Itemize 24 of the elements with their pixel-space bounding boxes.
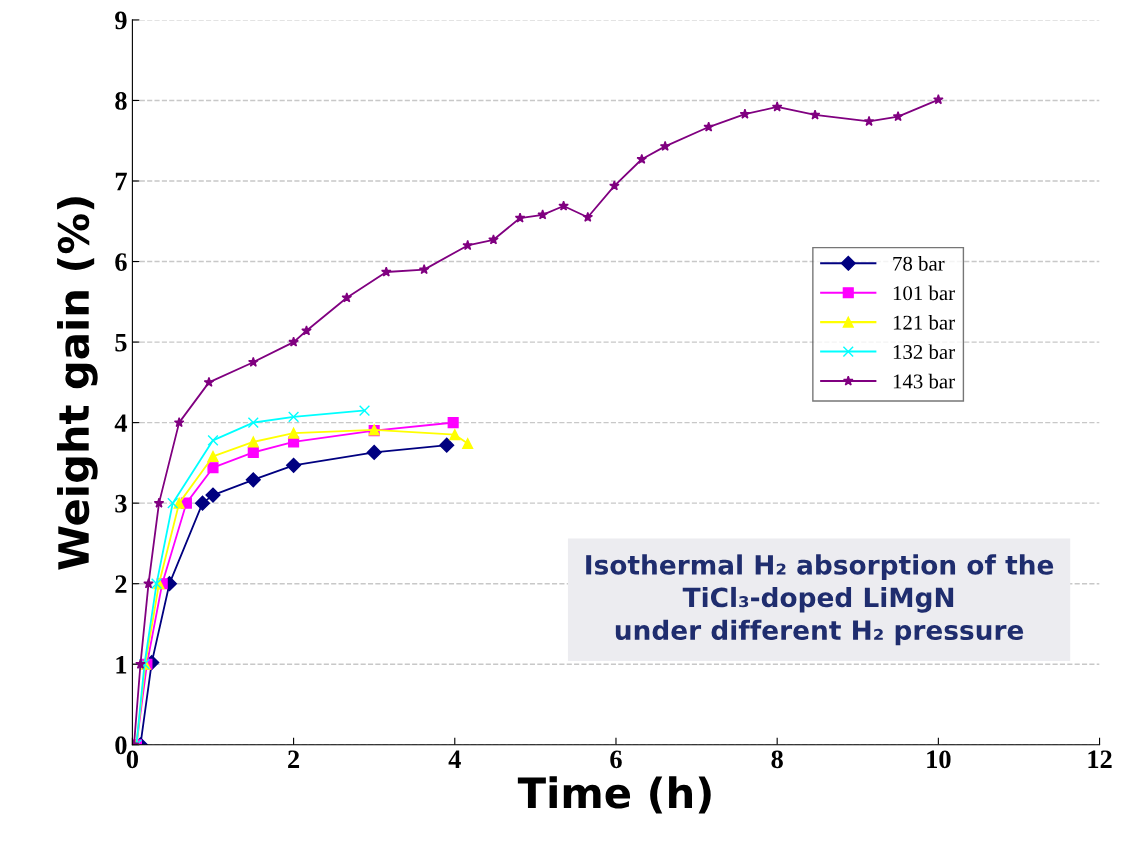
- legend-label: 78 bar: [893, 256, 945, 271]
- y-tick-label: 6: [115, 253, 127, 271]
- x-tick-label: 12: [1088, 750, 1112, 768]
- x-axis-title: Time (h): [517, 776, 711, 814]
- annotation: Isothermal H₂ absorption of the TiCl₃-doped LiMgN under different H₂ pressure: [586, 554, 1054, 646]
- legend-label: 143 bar: [893, 373, 955, 389]
- y-tick-label: 5: [115, 333, 127, 352]
- y-tick-label: 8: [115, 92, 127, 110]
- y-tick-label: 1: [116, 655, 127, 674]
- y-tick-label: 9: [115, 11, 127, 30]
- legend-label: 101 bar: [893, 285, 955, 301]
- y-tick-label: 7: [115, 172, 127, 191]
- x-tick-label: 10: [927, 750, 951, 769]
- y-tick-label: 3: [115, 494, 127, 513]
- y-tick-label: 2: [115, 575, 127, 593]
- x-tick-label: 6: [610, 750, 622, 769]
- x-tick-label: 8: [771, 750, 783, 769]
- y-tick-label: 0: [115, 736, 127, 755]
- x-tick-label: 4: [448, 750, 461, 768]
- legend-label: 121 bar: [893, 314, 955, 330]
- y-axis-title: Weight gain (%): [57, 197, 98, 570]
- legend-label: 132 bar: [893, 344, 955, 360]
- x-tick-label: 2: [288, 750, 300, 768]
- y-tick-label: 4: [114, 414, 128, 432]
